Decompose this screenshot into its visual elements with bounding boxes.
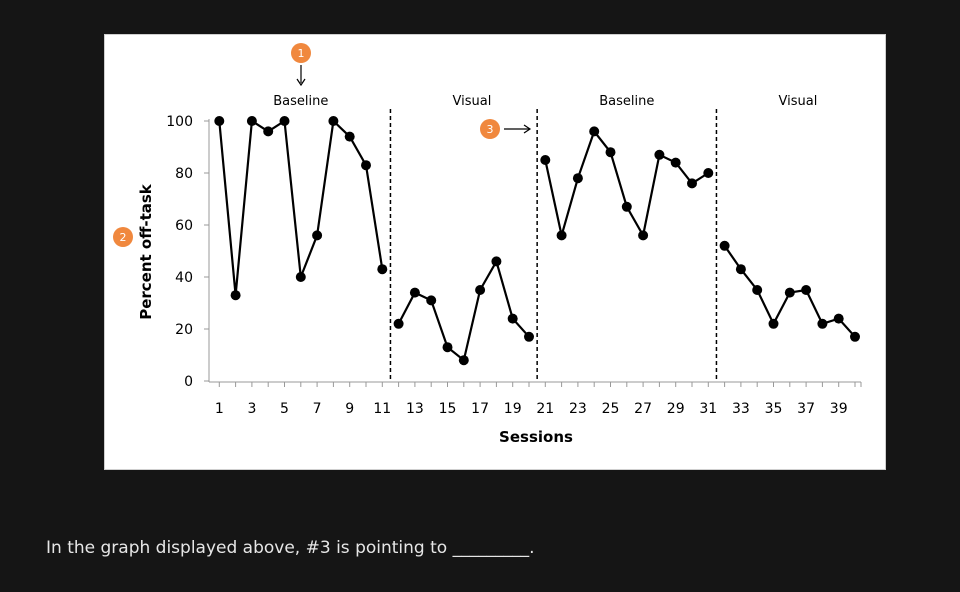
data-point (833, 313, 844, 324)
y-tick-label: 0 (184, 374, 193, 390)
annotation-number: 3 (487, 123, 494, 136)
annotation-number: 1 (298, 47, 305, 60)
data-point (589, 126, 600, 137)
annotation-number: 2 (120, 231, 127, 244)
y-tick-label: 80 (175, 166, 193, 182)
x-tick-label: 29 (667, 401, 685, 417)
data-point (328, 116, 339, 126)
x-tick-label: 35 (765, 401, 783, 417)
data-point (246, 116, 257, 126)
x-tick-label: 25 (602, 401, 620, 417)
phase-label: Visual (453, 94, 492, 109)
x-tick-label: 27 (634, 401, 652, 417)
x-tick-label: 11 (373, 401, 391, 417)
data-point (719, 240, 730, 251)
data-point (507, 313, 518, 324)
data-point (458, 355, 469, 366)
x-tick-label: 7 (313, 401, 322, 417)
x-tick-label: 39 (830, 401, 848, 417)
data-point (524, 331, 534, 342)
x-tick-label: 9 (345, 401, 354, 417)
series-line (544, 129, 709, 239)
data-point (442, 342, 453, 353)
annotation-badge-1 (291, 43, 311, 63)
data-point (801, 285, 812, 295)
y-tick-label: 60 (175, 218, 193, 234)
data-point (263, 126, 274, 137)
data-point (426, 295, 437, 306)
data-point (214, 116, 225, 126)
data-point (409, 287, 420, 298)
x-tick-label: 21 (536, 401, 554, 417)
series-line (218, 118, 384, 296)
phase-change-lines (389, 109, 718, 382)
data-point (638, 230, 649, 241)
data-point (752, 285, 763, 295)
arrow-down-icon-head (296, 78, 306, 87)
x-tick-label: 31 (699, 401, 717, 417)
x-tick-label: 5 (280, 401, 289, 417)
data-point (540, 155, 551, 165)
arrow-right-icon-head (523, 124, 532, 134)
annotation-badge-3 (480, 119, 500, 139)
x-tick-label: 13 (406, 401, 424, 417)
data-point (768, 318, 779, 329)
data-point (703, 168, 714, 178)
data-point (230, 290, 241, 301)
x-axis-title: Sessions (499, 428, 573, 446)
data-point (377, 264, 388, 275)
data-point (850, 331, 860, 342)
x-tick-label: 33 (732, 401, 750, 417)
y-tick-label: 20 (175, 322, 193, 338)
y-tick-label: 40 (175, 270, 193, 286)
x-tick-label: 15 (439, 401, 457, 417)
phase-label: Baseline (273, 94, 328, 109)
data-point (817, 318, 828, 329)
data-point (361, 160, 371, 171)
data-point (344, 131, 355, 142)
y-axis-title: Percent off-task (137, 183, 155, 320)
data-point (475, 285, 486, 295)
data-point (279, 116, 290, 126)
data-point (295, 272, 306, 282)
x-tick-label: 37 (797, 401, 815, 417)
phase-label: Baseline (599, 94, 654, 109)
annotations: 1 2 3 (113, 43, 532, 247)
data-point (572, 173, 583, 184)
data-point (654, 149, 665, 160)
data-point (784, 287, 795, 298)
data-point (605, 147, 616, 158)
data-point (556, 230, 567, 241)
y-tick-label: 100 (166, 114, 193, 130)
x-tick-label: 3 (247, 401, 256, 417)
x-tick-label: 17 (471, 401, 489, 417)
data-point (687, 178, 697, 189)
chart-frame: 0 20 40 60 80 100 1 3 5 7 9 11 13 15 17 19 21 23 25 27 29 31 3… (104, 34, 886, 470)
x-tick-label: 1 (215, 401, 224, 417)
x-tick-label: 23 (569, 401, 587, 417)
data-point (621, 201, 632, 212)
data-point (670, 157, 681, 168)
data-point (491, 256, 502, 267)
question-text: In the graph displayed above, #3 is poin… (46, 538, 535, 558)
phase-label: Visual (779, 94, 818, 109)
data-point (735, 264, 746, 275)
data-point (393, 318, 404, 329)
data-point (312, 230, 323, 241)
data-series (214, 116, 860, 366)
annotation-badge-2 (113, 227, 133, 247)
x-tick-label: 19 (504, 401, 522, 417)
series-line (397, 258, 530, 363)
